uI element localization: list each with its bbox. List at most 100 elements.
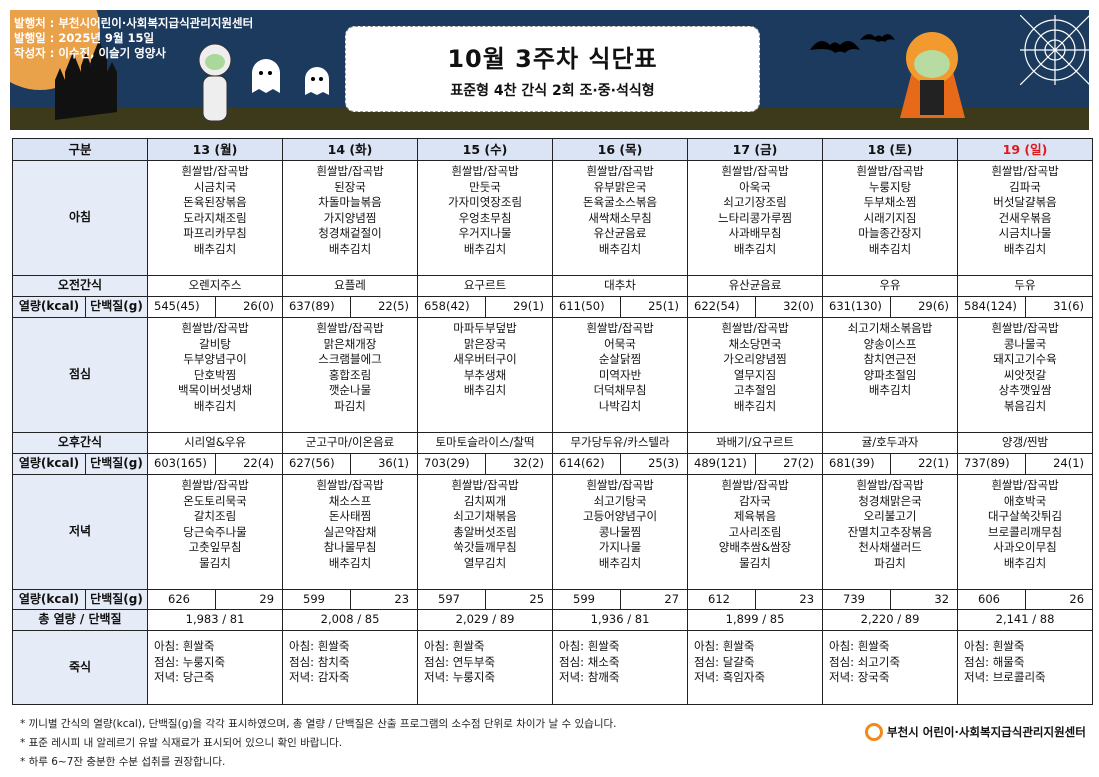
protein-cell: 22(5) [350,296,419,318]
menu-item: 참나물무침 [323,540,377,554]
row-label-protein: 단백질(g) [84,296,149,318]
protein-cell: 29(6) [890,296,959,318]
menu-item: 시금치나물 [998,226,1052,240]
menu-item: 시금치국 [193,179,237,194]
menu-item: 배추김치 [328,241,372,256]
snack-cell: 시리얼&우유 [147,432,284,454]
menu-item: 부추생채 [463,367,507,382]
header-banner: 발행처 : 부천시어린이·사회복지급식관리지원센터 발행일 : 2025년 9월… [10,10,1089,130]
menu-item: 김파국 [1009,179,1041,194]
note-2: * 표준 레시피 내 알레르기 유발 식재료가 표시되어 있으니 확인 바랍니다… [20,737,343,749]
total-cell: 2,141 / 88 [957,609,1094,631]
kcal-cell: 603(165) [147,453,217,475]
menu-item: 우거지나물 [458,226,512,240]
menu-item: 고사리조림 [728,524,782,539]
total-cell: 1,983 / 81 [147,609,284,631]
day-header: 15 (수) [417,138,554,161]
kcal-cell: 599 [282,589,352,610]
breakfast-menu-cell: 흰쌀밥/잡곡밥 아욱국 쇠고기장조림 느타리콩가루찜 사과배무침 배추김치 [687,160,824,276]
kcal-cell: 703(29) [417,453,487,475]
menu-item: 홍합조림 [328,367,372,382]
menu-item: 배추김치 [598,241,642,256]
porridge-item: 저녁: 브로콜리죽 [964,670,1046,684]
menu-item: 배추김치 [463,241,507,256]
menu-item: 총알버섯조림 [453,524,517,539]
total-cell: 2,220 / 89 [822,609,959,631]
menu-item: 흰쌀밥/잡곡밥 [991,321,1059,335]
ghost-small-illustration [305,67,329,95]
menu-item: 고추절임 [733,383,777,397]
menu-item: 사과오이무침 [993,540,1057,554]
breakfast-menu-cell: 흰쌀밥/잡곡밥 만둣국 가자미엿장조림 우엉초무침 우거지나물 배추김치 [417,160,554,276]
porridge-item: 아침: 흰쌀죽 [559,639,620,653]
menu-item: 고등어양념구이 [582,509,658,523]
row-label-protein: 단백질(g) [84,589,149,610]
table-row: 열량(kcal) 단백질(g) 626 29 599 23 597 25 599 27 612 23 7… [12,589,1094,610]
menu-item: 물김치 [739,555,771,570]
menu-item: 배추김치 [463,383,507,397]
menu-item: 양배추쌈&쌈장 [718,540,792,554]
note-1: * 끼니별 간식의 열량(kcal), 단백질(g)을 각각 표시하였으며, 총… [20,718,617,730]
menu-item: 열무지짐 [733,367,777,382]
menu-item: 고춧잎무침 [188,540,242,554]
menu-item: 돈사태찜 [328,509,372,523]
menu-item: 배추김치 [193,241,237,256]
menu-item: 흰쌀밥/잡곡밥 [586,164,654,178]
menu-item: 배추김치 [193,398,237,413]
dinner-menu-cell: 흰쌀밥/잡곡밥 김치찌개 쇠고기채볶음 총알버섯조림 쑥갓들깨무침 열무김치 [417,474,554,590]
menu-item: 감자국 [739,493,771,508]
note-3: * 하루 6~7잔 충분한 수분 섭취를 권장합니다. [20,756,226,768]
breakfast-menu-cell: 흰쌀밥/잡곡밥 누룽지탕 두부채소찜 시래기지짐 마늘종간장지 배추김치 [822,160,959,276]
menu-item: 씨앗젓갈 [1003,367,1047,382]
kcal-cell: 631(130) [822,296,892,318]
menu-item: 스크램블에그 [318,352,382,366]
total-cell: 1,936 / 81 [552,609,689,631]
pumpkin-character-illustration [900,32,965,118]
ghost-illustration [252,59,280,93]
issue-date-text: 발행일 : 2025년 9월 15일 [14,31,155,45]
menu-item: 실곤약잡채 [323,524,377,539]
menu-item: 물김치 [199,555,231,570]
menu-item: 청경채겉절이 [318,226,382,240]
menu-item: 브로콜리깨무침 [987,524,1063,539]
porridge-item: 점심: 해물죽 [964,654,1025,669]
porridge-item: 점심: 참치죽 [289,654,350,669]
table-row: 오후간식 시리얼&우유 군고구마/이온음료 토마토슬라이스/찰떡 무가당두유/카스텔라 꽈… [11,432,1094,454]
menu-item: 채소스프 [328,493,372,508]
menu-item: 맑은채개장 [323,336,377,351]
lunch-menu-cell: 흰쌀밥/잡곡밥 갈비탕 두부양념구이 단호박찜 백목이버섯냉채 배추김치 [147,317,284,433]
menu-item: 청경채맑은국 [858,493,922,508]
dinner-menu-cell: 흰쌀밥/잡곡밥 청경채맑은국 오리불고기 잔멸치고추장볶음 천사채샐러드 파김치 [822,474,959,590]
lunch-menu-cell: 쇠고기채소볶음밥 양송이스프 참치연근전 양파초절임 배추김치 [822,317,959,433]
menu-item: 도라지채조림 [183,210,247,225]
menu-item: 흰쌀밥/잡곡밥 [451,478,519,492]
protein-cell: 25 [485,589,554,610]
menu-item: 유산균음료 [593,226,647,240]
menu-item: 온도토리묵국 [183,493,247,508]
menu-item: 가오리양념찜 [723,352,787,366]
menu-item: 가지나물 [598,540,642,554]
kcal-cell: 612 [687,589,757,610]
menu-item: 시래기지짐 [863,210,917,225]
menu-item: 된장국 [334,179,366,194]
menu-item: 흰쌀밥/잡곡밥 [721,478,789,492]
menu-item: 느타리콩가루찜 [717,210,793,225]
menu-item: 양파초절임 [863,367,917,382]
menu-table: 구분 13 (월) 14 (화) 15 (수) 16 (목) 17 (금) 18 (토) 19… [11,138,1094,705]
menu-item: 흰쌀밥/잡곡밥 [181,478,249,492]
menu-item: 쇠고기채소볶음밥 [847,321,933,335]
porridge-item: 점심: 누룽지죽 [154,654,226,669]
row-label-breakfast: 아침 [11,160,149,276]
table-row: 열량(kcal) 단백질(g) 603(165) 22(4) 627(56) 36(1) 7… [12,453,1094,475]
porridge-cell: 아침: 흰쌀죽 점심: 달걀죽 저녁: 흑임자죽 [687,630,824,705]
breakfast-menu-cell: 흰쌀밥/잡곡밥 유부맑은국 돈육굴소스볶음 새싹채소무침 유산균음료 배추김치 [552,160,689,276]
protein-cell: 24(1) [1025,453,1094,475]
dinner-menu-cell: 흰쌀밥/잡곡밥 감자국 제육볶음 고사리조림 양배추쌈&쌈장 물김치 [687,474,824,590]
porridge-item: 저녁: 참깨죽 [559,670,620,684]
menu-item: 새싹채소무침 [588,210,652,225]
page-title: 10월 3주차 식단표 [447,45,658,73]
porridge-item: 저녁: 누룽지죽 [424,670,496,684]
day-header: 14 (화) [282,138,419,161]
menu-item: 우엉초무침 [458,210,512,225]
menu-item: 콩나물국 [1003,336,1047,351]
